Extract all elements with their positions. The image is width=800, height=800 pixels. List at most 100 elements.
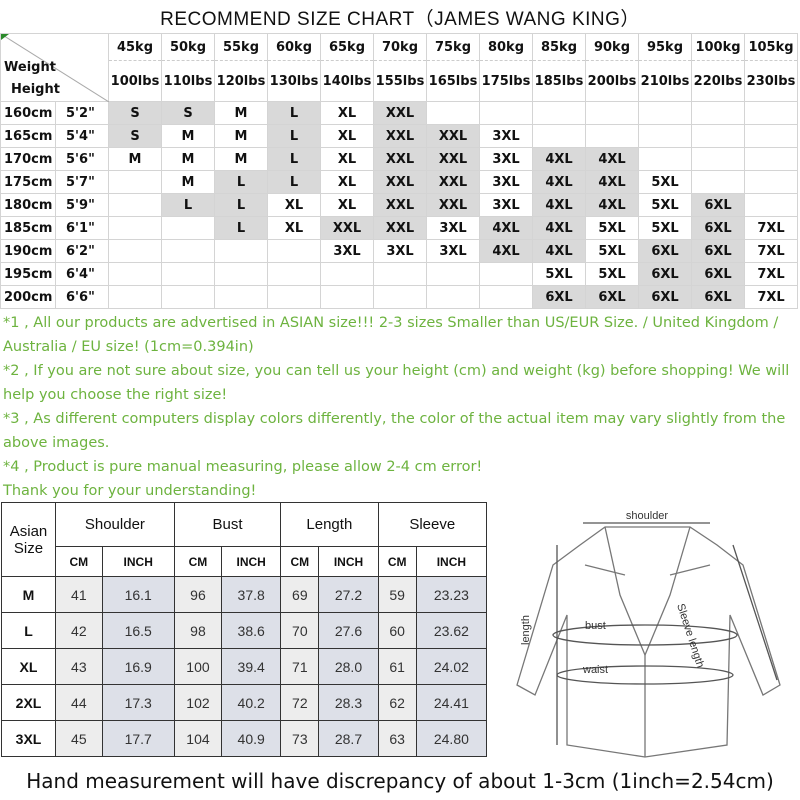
- size-cell: L: [214, 170, 268, 194]
- unit-header: CM: [377, 546, 417, 577]
- weight-kg-header: 70kg: [373, 33, 427, 61]
- measure-cell: 61: [377, 648, 417, 685]
- weight-kg-header: 85kg: [532, 33, 586, 61]
- measure-group-header: Length: [280, 502, 379, 547]
- measure-cell: 102: [173, 684, 223, 721]
- size-cell: XXL: [373, 193, 427, 217]
- height-cm: 160cm: [0, 101, 56, 125]
- measure-cell: 43: [55, 648, 103, 685]
- unit-header: INCH: [101, 546, 175, 577]
- size-cell: [532, 124, 586, 148]
- weight-lbs-header: 155lbs: [373, 60, 427, 102]
- measure-cell: 39.4: [221, 648, 282, 685]
- size-cell: XXL: [426, 170, 480, 194]
- weight-kg-header: 100kg: [691, 33, 745, 61]
- height-cm: 190cm: [0, 239, 56, 263]
- weight-kg-header: 95kg: [638, 33, 692, 61]
- measure-group-header: Shoulder: [55, 502, 175, 547]
- size-cell: M: [161, 170, 215, 194]
- weight-lbs-header: 100lbs: [108, 60, 162, 102]
- size-cell: [161, 285, 215, 309]
- size-cell: XL: [320, 101, 374, 125]
- size-cell: 3XL: [426, 216, 480, 240]
- size-cell: M: [214, 124, 268, 148]
- height-cm: 165cm: [0, 124, 56, 148]
- measure-cell: 73: [280, 720, 320, 757]
- weight-kg-header: 60kg: [267, 33, 321, 61]
- size-cell: M: [161, 124, 215, 148]
- size-cell: XL: [320, 124, 374, 148]
- table-row: 185cm 6'1" L XL XXL XXL 3XL 4XL 4XL 5XL 5XL 6XL 7XL: [0, 216, 798, 240]
- size-cell: [108, 285, 162, 309]
- length-label: length: [520, 615, 532, 645]
- measure-cell: 23.23: [415, 576, 488, 613]
- size-cell: 4XL: [479, 216, 533, 240]
- size-cell: [267, 285, 321, 309]
- size-cell: 5XL: [638, 170, 692, 194]
- measure-cell: 72: [280, 684, 320, 721]
- measurement-table: Asian Size Shoulder Bust Length Sleeve CM INCH…: [1, 502, 488, 757]
- size-cell: [426, 285, 480, 309]
- size-cell: L: [267, 101, 321, 125]
- measure-cell: 37.8: [221, 576, 282, 613]
- asian-size-header: Asian Size: [1, 502, 56, 577]
- weight-lbs-header: 220lbs: [691, 60, 745, 102]
- measure-header-row: Asian Size Shoulder Bust Length Sleeve: [1, 502, 488, 577]
- size-cell: [744, 147, 798, 171]
- weight-kg-header: 105kg: [744, 33, 798, 61]
- measure-cell: 28.7: [318, 720, 379, 757]
- size-cell: XXL: [426, 124, 480, 148]
- height-ft: 5'9": [55, 193, 109, 217]
- size-cell: 7XL: [744, 262, 798, 286]
- size-cell: 3XL: [479, 193, 533, 217]
- size-cell: [267, 239, 321, 263]
- weight-lbs-header: 110lbs: [161, 60, 215, 102]
- size-cell: [373, 262, 427, 286]
- height-ft: 6'4": [55, 262, 109, 286]
- size-label: XL: [1, 648, 56, 685]
- size-cell: 3XL: [320, 239, 374, 263]
- weight-kg-header: 45kg: [108, 33, 162, 61]
- size-cell: 3XL: [479, 147, 533, 171]
- weight-kg-header: 55kg: [214, 33, 268, 61]
- size-cell: [638, 124, 692, 148]
- size-cell: [479, 101, 533, 125]
- shoulder-label: shoulder: [626, 510, 669, 522]
- height-ft: 5'6": [55, 147, 109, 171]
- size-cell: 5XL: [585, 239, 639, 263]
- measure-cell: 69: [280, 576, 320, 613]
- size-cell: [267, 262, 321, 286]
- corner-cell: Weight Height: [0, 33, 109, 102]
- size-cell: 4XL: [532, 170, 586, 194]
- measure-group-header: Bust: [173, 502, 282, 547]
- size-cell: [108, 216, 162, 240]
- note-thanks: Thank you for your understanding!: [3, 483, 257, 499]
- size-cell: XXL: [373, 124, 427, 148]
- size-cell: [214, 262, 268, 286]
- measure-cell: 45: [55, 720, 103, 757]
- size-cell: 5XL: [585, 262, 639, 286]
- size-cell: XL: [320, 147, 374, 171]
- table-row: 170cm 5'6" M M M L XL XXL XXL 3XL 4XL 4XL: [0, 147, 798, 171]
- note-1: *1 , All our products are advertised in …: [3, 315, 779, 355]
- table-row: XL 43 16.9 100 39.4 71 28.0 61 24.02: [1, 648, 488, 685]
- height-ft: 5'7": [55, 170, 109, 194]
- size-chart-table: Weight Height 45kg 50kg 55kg 60kg 65kg 70kg 75kg…: [0, 33, 798, 309]
- size-cell: [744, 101, 798, 125]
- bust-label: bust: [585, 620, 606, 632]
- size-cell: [532, 101, 586, 125]
- size-cell: 3XL: [373, 239, 427, 263]
- size-cell: [585, 101, 639, 125]
- size-cell: [585, 124, 639, 148]
- measure-cell: 63: [377, 720, 417, 757]
- size-cell: 5XL: [585, 216, 639, 240]
- size-label: 2XL: [1, 684, 56, 721]
- table-row: 165cm 5'4" S M M L XL XXL XXL 3XL: [0, 124, 798, 148]
- jacket-diagram: shoulder length bust waist Sleeve length: [516, 510, 781, 758]
- size-cell: [691, 170, 745, 194]
- sleeve-label: Sleeve length: [674, 602, 706, 669]
- size-cell: 4XL: [532, 193, 586, 217]
- measure-cell: 16.9: [101, 648, 175, 685]
- table-row: 190cm 6'2" 3XL 3XL 3XL 4XL 4XL 5XL 6XL 6XL 7XL: [0, 239, 798, 263]
- measure-cell: 28.3: [318, 684, 379, 721]
